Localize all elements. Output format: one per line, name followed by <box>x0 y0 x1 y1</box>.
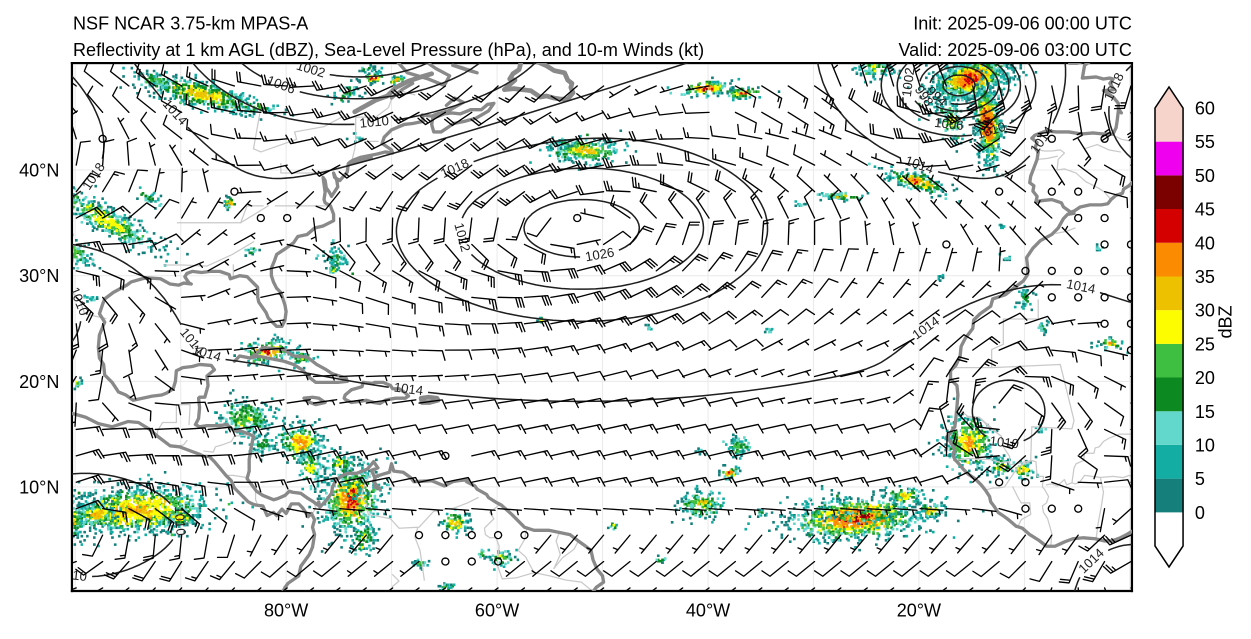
svg-text:40°W: 40°W <box>686 601 730 621</box>
svg-text:25: 25 <box>1195 334 1215 354</box>
svg-text:35: 35 <box>1195 267 1215 287</box>
svg-text:0: 0 <box>1195 503 1205 523</box>
svg-text:30°N: 30°N <box>19 266 59 286</box>
svg-text:1010: 1010 <box>57 566 88 584</box>
svg-text:1010: 1010 <box>172 506 189 536</box>
svg-text:15: 15 <box>1195 402 1215 422</box>
svg-text:20: 20 <box>1195 368 1215 388</box>
svg-text:80°W: 80°W <box>264 601 308 621</box>
svg-text:dBZ: dBZ <box>1216 305 1236 338</box>
svg-text:20°N: 20°N <box>19 372 59 392</box>
svg-text:1010: 1010 <box>989 433 1020 451</box>
svg-text:1014: 1014 <box>1065 276 1097 297</box>
svg-text:NSF NCAR 3.75-km MPAS-A: NSF NCAR 3.75-km MPAS-A <box>73 14 308 34</box>
svg-text:Init: 2025-09-06 00:00 UTC: Init: 2025-09-06 00:00 UTC <box>913 14 1132 34</box>
svg-text:10: 10 <box>1195 436 1215 456</box>
svg-text:20°W: 20°W <box>897 601 941 621</box>
svg-text:60: 60 <box>1195 99 1215 119</box>
svg-text:45: 45 <box>1195 200 1215 220</box>
svg-text:60°W: 60°W <box>475 601 519 621</box>
svg-text:1014: 1014 <box>393 380 424 399</box>
svg-text:1002: 1002 <box>899 67 918 98</box>
svg-text:1006: 1006 <box>934 115 965 133</box>
svg-text:30: 30 <box>1195 301 1215 321</box>
svg-text:55: 55 <box>1195 132 1215 152</box>
svg-text:1022: 1022 <box>451 221 473 253</box>
svg-text:40: 40 <box>1195 233 1215 253</box>
svg-text:40°N: 40°N <box>19 161 59 181</box>
svg-text:Valid: 2025-09-06 03:00 UTC: Valid: 2025-09-06 03:00 UTC <box>898 40 1131 60</box>
svg-text:5: 5 <box>1195 469 1205 489</box>
svg-text:Reflectivity at 1 km AGL (dBZ): Reflectivity at 1 km AGL (dBZ), Sea-Leve… <box>73 40 704 60</box>
svg-text:1026: 1026 <box>584 245 615 265</box>
svg-text:50: 50 <box>1195 166 1215 186</box>
svg-text:10°N: 10°N <box>19 478 59 498</box>
